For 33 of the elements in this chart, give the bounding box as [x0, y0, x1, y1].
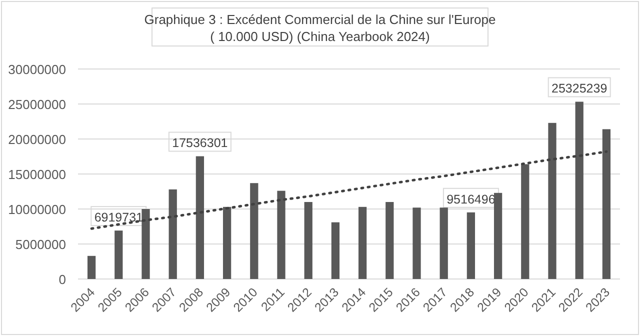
- bar: [114, 230, 123, 279]
- bar: [250, 183, 258, 279]
- line-series: [90, 150, 608, 230]
- data-label: 6919731: [94, 210, 144, 225]
- chart-title: Graphique 3 : Excédent Commercial de la Chine sur l'Europe ( 10.000 USD) (China Yearbook 2024): [144, 12, 496, 44]
- data-label: 17536301: [172, 136, 228, 150]
- bar: [386, 202, 394, 279]
- data-label: 9516496: [446, 192, 496, 206]
- bar: [521, 164, 530, 279]
- bar: [548, 122, 556, 279]
- y-tick-label: 20000000: [8, 132, 66, 147]
- y-tick-label: 25000000: [8, 97, 66, 112]
- y-tick-label: 0: [58, 272, 66, 287]
- bar: [440, 208, 448, 279]
- bar: [412, 208, 421, 279]
- bar: [304, 202, 312, 279]
- bar: [331, 222, 340, 279]
- data-label: 25325239: [552, 82, 608, 96]
- bar: [575, 102, 584, 279]
- bar: [358, 206, 367, 279]
- bar: [494, 192, 502, 279]
- bar: [168, 189, 177, 279]
- bar: [222, 206, 232, 279]
- y-tick-label: 10000000: [8, 202, 66, 217]
- bar: [142, 209, 150, 279]
- y-tick-label: 5000000: [15, 237, 66, 252]
- bar: [87, 256, 96, 279]
- bar: [277, 190, 286, 279]
- bar: [196, 156, 204, 279]
- y-tick-label: 15000000: [8, 167, 66, 182]
- y-tick-label: 30000000: [8, 62, 66, 77]
- bar: [466, 212, 476, 279]
- bar: [602, 129, 611, 279]
